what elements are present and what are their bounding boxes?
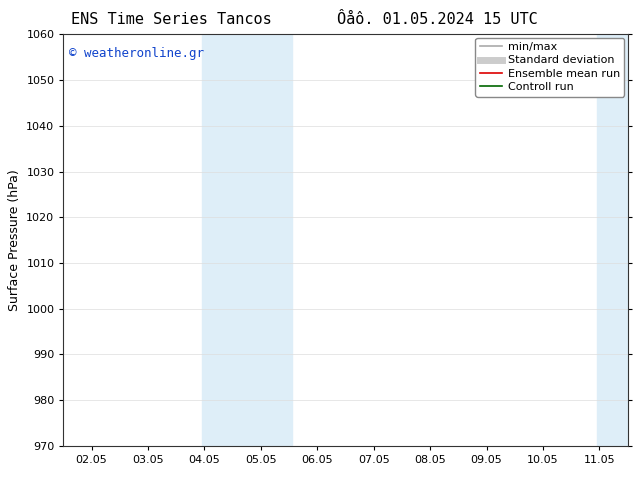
Bar	[202, 34, 292, 446]
Legend: min/max, Standard deviation, Ensemble mean run, Controll run: min/max, Standard deviation, Ensemble me…	[476, 38, 624, 97]
Text: Ôåô. 01.05.2024 15 UTC: Ôåô. 01.05.2024 15 UTC	[337, 12, 538, 27]
Text: ENS Time Series Tancos: ENS Time Series Tancos	[71, 12, 271, 27]
Bar	[597, 34, 628, 446]
Text: © weatheronline.gr: © weatheronline.gr	[69, 47, 204, 60]
Y-axis label: Surface Pressure (hPa): Surface Pressure (hPa)	[8, 169, 21, 311]
